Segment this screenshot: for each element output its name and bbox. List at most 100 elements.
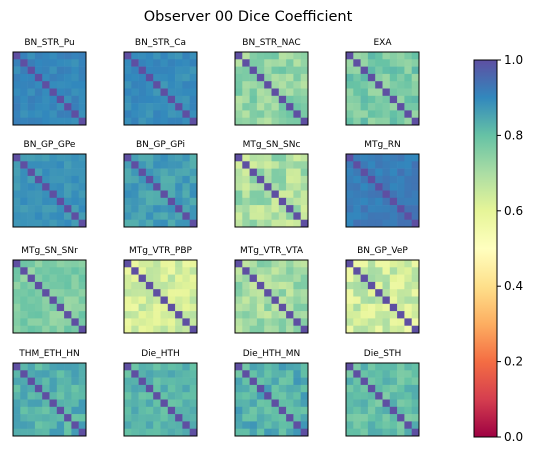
heatmap-cell <box>13 392 21 400</box>
heatmap-cell <box>249 110 258 118</box>
heatmap-cell <box>397 303 405 312</box>
heatmap-cell <box>382 274 391 283</box>
heatmap-cell <box>411 154 420 162</box>
heatmap-cell <box>397 59 405 67</box>
heatmap-cell <box>360 73 369 82</box>
heatmap-cell <box>42 197 50 206</box>
heatmap-cell <box>20 318 28 326</box>
heatmap-cell <box>293 281 301 290</box>
heatmap-cell <box>34 414 43 422</box>
heatmap-cell <box>264 318 272 326</box>
heatmap-cell <box>42 414 50 422</box>
heatmap-cell <box>145 205 154 213</box>
heatmap-cell <box>175 52 183 60</box>
heatmap-cell <box>264 66 272 75</box>
heatmap-cell <box>124 117 132 126</box>
heatmap-cell <box>382 110 391 118</box>
heatmap-cell <box>182 205 190 213</box>
heatmap-cell <box>367 377 376 386</box>
heatmap-cell <box>389 110 398 118</box>
heatmap-cell <box>56 281 65 290</box>
heatmap-cell <box>42 281 50 290</box>
heatmap-cell <box>249 52 258 60</box>
heatmap-cell <box>71 325 79 334</box>
heatmap-cell <box>293 296 301 305</box>
heatmap-cell <box>71 161 79 169</box>
heatmap-cell <box>264 88 272 97</box>
heatmap-cell <box>411 414 420 422</box>
heatmap-cell <box>56 197 65 206</box>
heatmap-cell <box>175 154 183 162</box>
heatmap-cell <box>175 81 183 89</box>
heatmap-cell <box>286 52 294 60</box>
heatmap-cell <box>300 260 309 268</box>
heatmap-cell <box>353 414 361 422</box>
heatmap-cell <box>278 190 287 199</box>
heatmap-cell <box>360 318 369 326</box>
heatmap-cell <box>20 117 28 126</box>
heatmap-cell <box>353 274 361 283</box>
panel-frame <box>345 153 420 228</box>
heatmap-cell <box>20 205 28 213</box>
heatmap-cell <box>353 154 361 162</box>
heatmap-cell <box>404 168 412 177</box>
heatmap-cell <box>64 311 72 319</box>
heatmap-cell <box>286 377 294 386</box>
heatmap-cell <box>56 95 65 104</box>
heatmap-cell <box>278 205 287 213</box>
heatmap-cell <box>20 95 28 104</box>
heatmap-cell <box>71 267 79 275</box>
heatmap-cell <box>235 414 243 422</box>
heatmap-cell <box>78 260 87 268</box>
heatmap-cell <box>189 363 198 371</box>
heatmap-cell <box>235 88 243 97</box>
heatmap-cell <box>175 274 183 283</box>
heatmap-cell <box>34 59 43 67</box>
heatmap-cell <box>235 303 243 312</box>
panel-title: BN_STR_NAC <box>242 38 300 48</box>
heatmap-cell <box>242 274 250 283</box>
heatmap-cell <box>360 384 369 393</box>
heatmap-cell <box>375 311 383 319</box>
heatmap-cell <box>56 52 65 60</box>
heatmap-cell <box>382 88 391 97</box>
heatmap-cell <box>346 370 354 378</box>
heatmap-cell <box>256 205 265 213</box>
heatmap-cell <box>20 52 28 60</box>
heatmap-cell <box>271 88 280 97</box>
heatmap-cell <box>56 370 65 378</box>
heatmap-cell <box>131 154 139 162</box>
heatmap-cell <box>20 428 28 437</box>
heatmap-cell <box>242 52 250 60</box>
heatmap-cell <box>367 267 376 275</box>
heatmap-cell <box>153 88 161 97</box>
heatmap-cell <box>138 311 147 319</box>
heatmap-cell <box>389 117 398 126</box>
heatmap-cell <box>78 212 87 220</box>
heatmap-cell <box>42 52 50 60</box>
heatmap-cell <box>182 66 190 75</box>
heatmap-cell <box>360 296 369 305</box>
heatmap-cell <box>278 377 287 386</box>
heatmap-cell <box>49 274 58 283</box>
heatmap-cell <box>360 117 369 126</box>
heatmap-cell <box>404 161 412 169</box>
heatmap-cell <box>175 260 183 268</box>
heatmap-cell <box>264 406 272 415</box>
heatmap-cell <box>375 399 383 408</box>
heatmap-cell <box>78 267 87 275</box>
heatmap-cell <box>138 219 147 228</box>
heatmap-cell <box>256 81 265 89</box>
heatmap-cell <box>34 289 43 297</box>
heatmap-cell <box>397 377 405 386</box>
heatmap-cell <box>293 110 301 118</box>
heatmap-cell <box>389 212 398 220</box>
heatmap-cell <box>153 66 161 75</box>
heatmap-cell <box>346 274 354 283</box>
heatmap-cell <box>360 212 369 220</box>
heatmap-cell <box>367 219 376 228</box>
heatmap-cell <box>167 212 176 220</box>
heatmap-cell <box>42 377 50 386</box>
heatmap-cell <box>256 296 265 305</box>
heatmap-cell <box>271 289 280 297</box>
